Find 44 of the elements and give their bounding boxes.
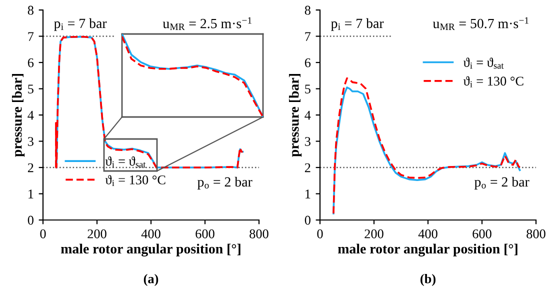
x-tick-label: 0 <box>40 229 46 238</box>
y-tick-label: 2 <box>28 163 34 172</box>
x-tick-label: 400 <box>418 229 438 238</box>
x-axis-title: male rotor angular position [°] <box>338 244 518 256</box>
y-tick-label: 5 <box>28 84 34 94</box>
y-tick-label: 0 <box>304 216 310 225</box>
y-tick-label: 6 <box>28 58 34 68</box>
annotation: p$_{o}$ = 2 bar <box>197 176 252 190</box>
legend-label: ϑ$_{i}$ = 130 °C <box>463 76 524 88</box>
x-tick-label: 400 <box>141 229 160 238</box>
legend-label: ϑ$_{i}$ = ϑ$_{sat}$ <box>105 156 146 168</box>
y-tick-label: 1 <box>28 190 34 198</box>
annotation: p$_{i}$ = 7 bar <box>331 18 384 31</box>
y-tick-label: 4 <box>28 110 34 120</box>
y-tick-label: 6 <box>304 58 311 68</box>
y-tick-label: 5 <box>305 84 310 94</box>
x-tick-label: 600 <box>472 229 492 238</box>
text: (b) <box>420 274 436 286</box>
text: (a) <box>144 274 158 286</box>
y-tick-label: 0 <box>28 216 34 225</box>
x-axis-title: male rotor angular position [°] <box>61 244 240 256</box>
y-tick-label: 2 <box>304 163 310 172</box>
x-tick-label: 600 <box>196 229 214 238</box>
y-tick-label: 3 <box>28 137 34 146</box>
x-tick-label: 800 <box>526 229 546 238</box>
y-axis-title: pressure [bar] <box>12 74 25 157</box>
y-tick-label: 7 <box>28 32 34 41</box>
annotation: u$_{MR}$ = 50.7 m·s$^{−1}$ <box>432 17 528 30</box>
y-tick-label: 8 <box>28 6 34 15</box>
annotation: u$_{MR}$ = 2.5 m·s$^{−1}$ <box>162 17 252 30</box>
y-tick-label: 8 <box>304 6 310 15</box>
y-tick-label: 1 <box>306 190 310 198</box>
y-tick-label: 3 <box>305 137 310 146</box>
x-tick-label: 200 <box>364 229 384 238</box>
annotation: p$_{i}$ = 7 bar <box>54 18 107 31</box>
annotation: p$_{o}$ = 2 bar <box>474 176 530 190</box>
y-tick-label: 4 <box>304 110 311 120</box>
legend-label: ϑ$_{i}$ = 130 °C <box>105 175 166 186</box>
x-tick-label: 0 <box>317 229 323 238</box>
y-axis-title: pressure [bar] <box>289 74 302 157</box>
x-tick-label: 800 <box>250 229 268 238</box>
y-tick-label: 7 <box>305 32 311 41</box>
x-tick-label: 200 <box>88 229 106 238</box>
legend-label: ϑ$_{i}$ = ϑ$_{sat}$ <box>463 58 504 69</box>
